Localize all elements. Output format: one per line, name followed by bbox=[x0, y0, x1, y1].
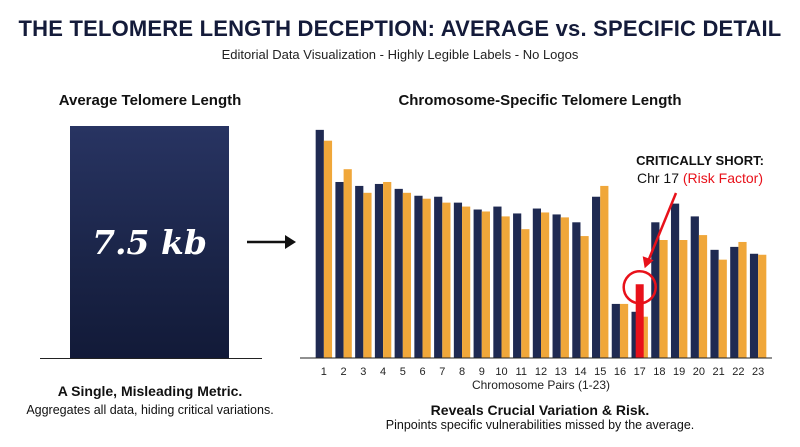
bar-chr4-series1 bbox=[374, 183, 384, 358]
bar-chr1-series1 bbox=[315, 129, 324, 358]
x-tick-label: 6 bbox=[420, 366, 426, 378]
callout-arrow bbox=[642, 192, 678, 269]
bar-chr2-series2 bbox=[343, 169, 352, 358]
bar-chr12-series1 bbox=[532, 208, 541, 358]
average-footer-text: Aggregates all data, hiding critical var… bbox=[26, 403, 274, 417]
bar-chr18-series2 bbox=[659, 240, 668, 358]
bar-chr15-series2 bbox=[600, 185, 609, 358]
bar-chr22-series2 bbox=[738, 241, 747, 358]
bar-chr22-series1 bbox=[730, 246, 739, 358]
bar-chr23-series2 bbox=[758, 254, 767, 358]
specific-footer-title: Reveals Crucial Variation & Risk. bbox=[430, 402, 650, 418]
x-tick-label: 15 bbox=[594, 366, 606, 378]
x-tick-label: 1 bbox=[321, 366, 327, 378]
x-tick-label: 14 bbox=[574, 366, 586, 378]
x-tick-label: 13 bbox=[555, 366, 567, 378]
average-panel-title: Average Telomere Length bbox=[58, 92, 242, 109]
average-value: 7.5 kb bbox=[92, 222, 207, 262]
bar-chr13-series2 bbox=[560, 217, 569, 358]
bar-chr5-series1 bbox=[394, 188, 403, 358]
average-bar: 7.5 kb bbox=[70, 126, 229, 358]
bar-chr13-series1 bbox=[552, 214, 561, 358]
x-tick-label: 7 bbox=[439, 366, 445, 378]
bar-chr8-series1 bbox=[453, 202, 463, 358]
bar-chr20-series2 bbox=[698, 235, 708, 358]
bar-chr3-series1 bbox=[355, 185, 364, 358]
x-tick-label: 2 bbox=[341, 366, 347, 378]
x-tick-label: 21 bbox=[713, 366, 725, 378]
x-tick-label: 18 bbox=[653, 366, 665, 378]
x-tick-label: 20 bbox=[693, 366, 705, 378]
bar-chr6-series2 bbox=[422, 198, 431, 358]
bar-chr21-series1 bbox=[710, 249, 719, 358]
page-title: THE TELOMERE LENGTH DECEPTION: AVERAGE v… bbox=[18, 16, 782, 41]
bar-chr19-series1 bbox=[670, 203, 680, 358]
bar-chr2-series1 bbox=[335, 181, 344, 358]
bar-chr7-series1 bbox=[434, 196, 443, 358]
bar-chr3-series2 bbox=[363, 192, 372, 358]
x-tick-label: 9 bbox=[479, 366, 485, 378]
bar-chr11-series2 bbox=[521, 229, 530, 358]
x-tick-label: 17 bbox=[634, 366, 646, 378]
bar-chr7-series2 bbox=[442, 202, 451, 358]
bar-chr19-series2 bbox=[679, 240, 688, 358]
x-tick-label: 16 bbox=[614, 366, 626, 378]
specific-footer-text: Pinpoints specific vulnerabilities misse… bbox=[385, 418, 695, 432]
bar-chr17-series2 bbox=[639, 316, 648, 358]
callout-detail: Chr 17 (Risk Factor) bbox=[590, 170, 800, 186]
bar-chr5-series2 bbox=[402, 192, 412, 358]
bar-chr1-series2 bbox=[323, 140, 333, 358]
x-axis-label: Chromosome Pairs (1-23) bbox=[472, 378, 610, 392]
callout-heading: CRITICALLY SHORT: bbox=[636, 153, 764, 168]
bar-chr14-series2 bbox=[580, 236, 589, 358]
bar-chr16-series1 bbox=[611, 303, 620, 358]
bar-chr16-series2 bbox=[619, 303, 629, 358]
highlight-bar-chr17 bbox=[635, 284, 644, 358]
average-baseline bbox=[40, 358, 262, 359]
callout-chromosome: Chr 17 bbox=[636, 170, 679, 186]
bar-chr20-series1 bbox=[690, 216, 699, 358]
x-tick-label: 3 bbox=[360, 366, 366, 378]
x-tick-label: 12 bbox=[535, 366, 547, 378]
bar-chr10-series1 bbox=[493, 206, 502, 358]
callout-risk-label: (Risk Factor) bbox=[682, 170, 764, 186]
bar-chr17-series1 bbox=[631, 311, 640, 358]
x-tick-label: 22 bbox=[732, 366, 744, 378]
bar-chr12-series2 bbox=[541, 212, 550, 358]
highlight-circle bbox=[622, 270, 657, 305]
bar-chr6-series1 bbox=[414, 195, 423, 358]
arrow-right-icon bbox=[247, 235, 296, 249]
x-tick-label: 11 bbox=[516, 366, 527, 378]
bar-chr9-series2 bbox=[481, 211, 490, 358]
bar-chr4-series2 bbox=[383, 181, 392, 358]
specific-panel-title: Chromosome-Specific Telomere Length bbox=[398, 92, 682, 109]
average-footer-title: A Single, Misleading Metric. bbox=[57, 383, 243, 399]
page-subtitle: Editorial Data Visualization - Highly Le… bbox=[221, 47, 579, 62]
x-tick-label: 5 bbox=[400, 366, 406, 378]
x-tick-label: 8 bbox=[459, 366, 465, 378]
x-tick-label: 19 bbox=[673, 366, 685, 378]
bar-chr15-series1 bbox=[592, 196, 601, 358]
bar-chr11-series1 bbox=[513, 213, 522, 358]
x-tick-label: 10 bbox=[495, 366, 507, 378]
bar-chr10-series2 bbox=[501, 216, 510, 358]
bar-chr23-series1 bbox=[749, 253, 759, 358]
bar-chr9-series1 bbox=[473, 209, 482, 358]
bar-chr14-series1 bbox=[572, 222, 581, 358]
x-tick-label: 4 bbox=[380, 366, 386, 378]
bar-chr8-series2 bbox=[462, 206, 471, 358]
bar-chr21-series2 bbox=[718, 259, 727, 358]
x-tick-label: 23 bbox=[752, 366, 764, 378]
